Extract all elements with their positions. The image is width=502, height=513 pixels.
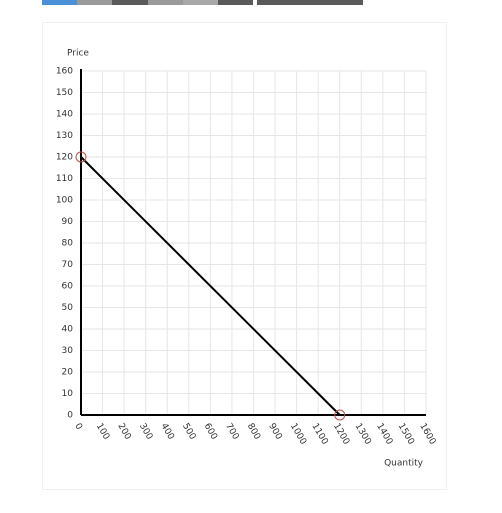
- y-tick-label: 50: [62, 303, 74, 313]
- y-tick-label: 150: [56, 88, 73, 98]
- y-tick-label: 0: [67, 411, 73, 421]
- point: [75, 151, 87, 163]
- line: [80, 156, 341, 416]
- tab[interactable]: [183, 0, 218, 5]
- y-tick-label: 110: [56, 174, 73, 184]
- y-tick-label: 90: [62, 217, 74, 227]
- tab[interactable]: [77, 0, 112, 5]
- y-tick-label: 140: [56, 110, 73, 120]
- tab[interactable]: [112, 0, 148, 5]
- tab[interactable]: [148, 0, 183, 5]
- y-tick-label: 80: [62, 239, 74, 249]
- y-tick-label: 40: [62, 325, 74, 335]
- y-axis-label: Price: [67, 49, 89, 59]
- y-tick-label: 70: [62, 260, 74, 270]
- y-tick-label: 60: [62, 282, 74, 292]
- y-tick-label: 160: [56, 67, 73, 77]
- tab[interactable]: [218, 0, 253, 5]
- tab[interactable]: [42, 0, 77, 5]
- panel: [42, 22, 447, 490]
- y-tick-label: 30: [62, 346, 74, 356]
- y-tick-label: 100: [56, 196, 73, 206]
- y-tick-label: 10: [62, 389, 74, 399]
- y-tick-label: 20: [62, 368, 74, 378]
- y-tick-label: 120: [56, 153, 73, 163]
- y-tick-label: 130: [56, 131, 73, 141]
- x-tick-label: 0: [72, 422, 84, 432]
- tab[interactable]: [257, 0, 363, 5]
- point: [334, 409, 346, 421]
- x-axis-label: Quantity: [384, 459, 424, 469]
